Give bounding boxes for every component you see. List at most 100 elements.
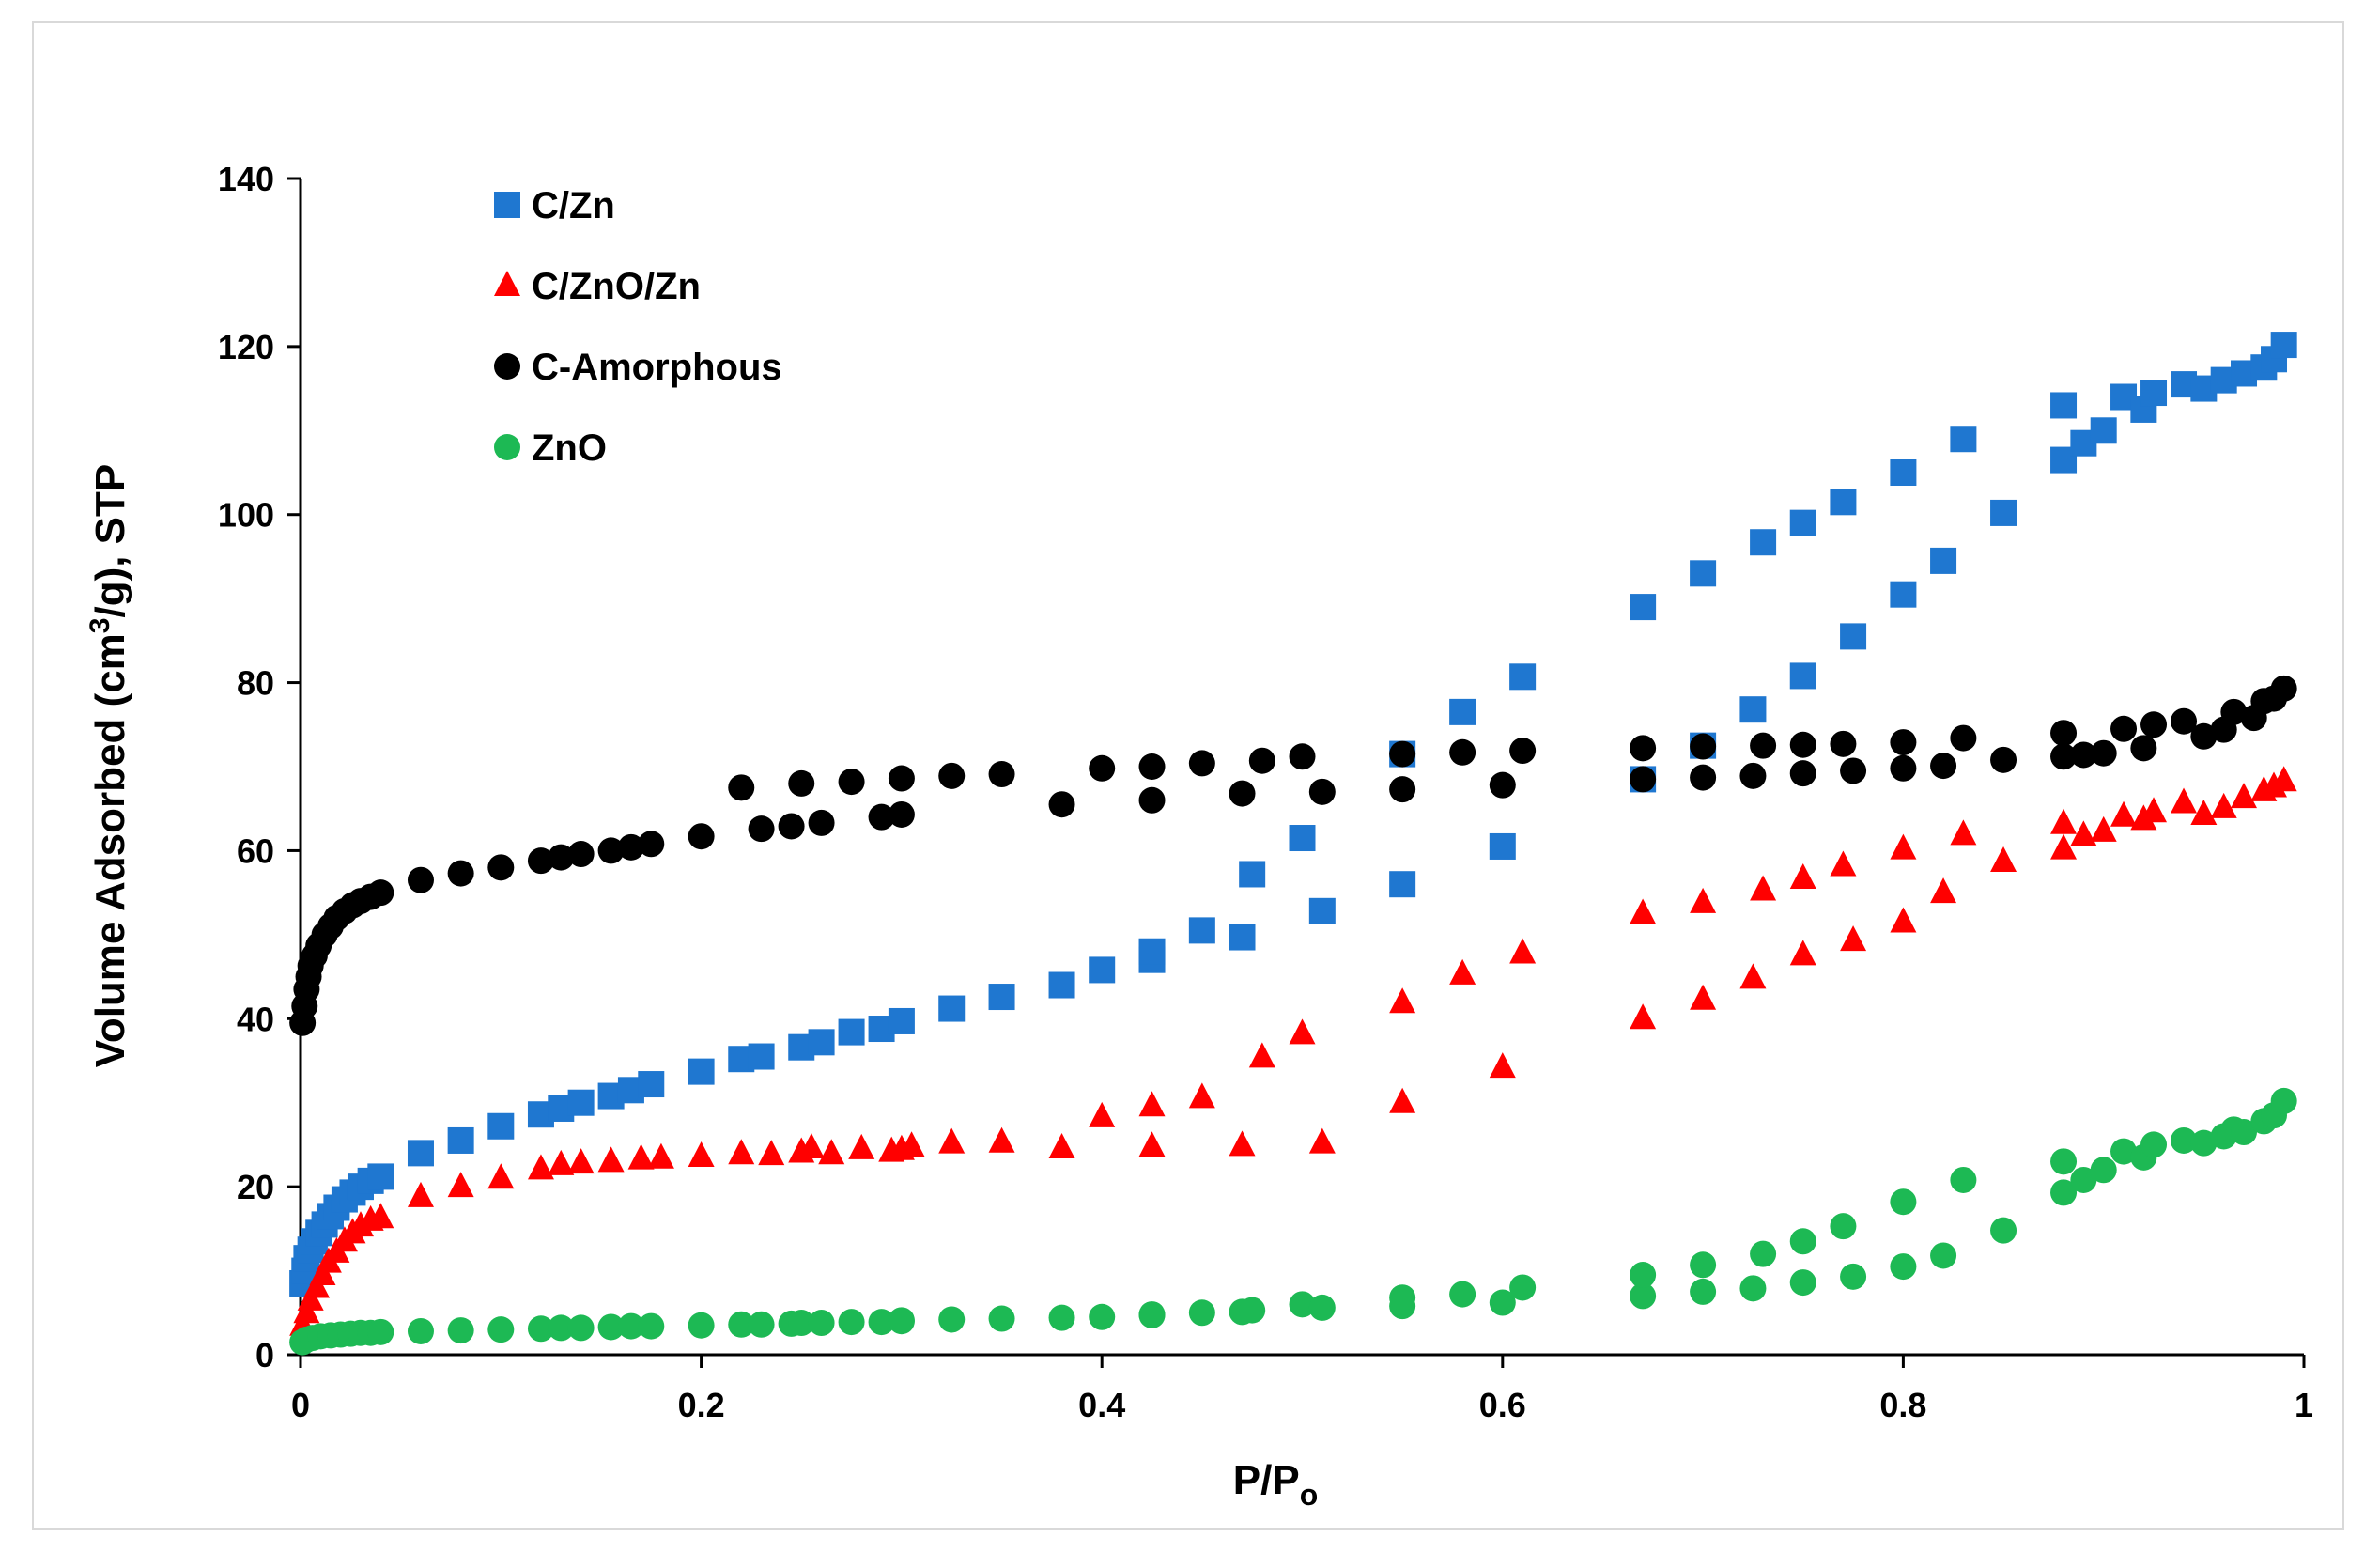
x-tick-label: 0.6 [1479, 1386, 1526, 1424]
data-point-c-amorphous [1188, 750, 1215, 777]
data-point-c-zno-zn [1789, 940, 1816, 966]
data-point-zno [688, 1312, 715, 1339]
series-c-zno-zn [289, 766, 2297, 1336]
legend-marker-c-amorphous [494, 353, 520, 380]
data-point-zno [888, 1307, 915, 1334]
data-point-c-zno-zn [548, 1149, 575, 1175]
legend-marker-c-zn [494, 192, 520, 218]
chart-frame [32, 21, 2344, 1530]
legend-item-c-zno-zn: C/ZnO/Zn [494, 266, 701, 307]
data-marks [289, 332, 2297, 1356]
data-point-c-zn [888, 1007, 915, 1034]
x-tick-label: 0.4 [1078, 1386, 1125, 1424]
data-point-c-amorphous [1789, 760, 1816, 787]
data-point-c-zno-zn [2270, 766, 2297, 792]
data-point-c-zn [838, 1018, 865, 1046]
data-point-c-zno-zn [1509, 938, 1537, 964]
data-point-c-amorphous [1990, 746, 2017, 773]
data-point-zno [2140, 1131, 2168, 1158]
data-point-c-zno-zn [367, 1203, 394, 1229]
data-point-zno [838, 1309, 865, 1336]
data-point-zno [1830, 1213, 1857, 1240]
y-tick-label: 80 [237, 664, 274, 703]
data-point-c-amorphous [888, 765, 915, 792]
data-point-c-zno-zn [1930, 877, 1957, 904]
data-point-c-zn [1509, 663, 1537, 691]
data-point-c-amorphous [2070, 741, 2097, 769]
data-point-c-zno-zn [938, 1127, 966, 1154]
data-point-c-zno-zn [1739, 963, 1767, 989]
data-point-c-zn [938, 995, 966, 1022]
data-point-c-zn [1389, 871, 1416, 898]
data-point-c-amorphous [1690, 764, 1717, 791]
data-point-zno [1048, 1304, 1075, 1331]
data-point-c-amorphous [1289, 743, 1316, 770]
legend-item-c-zn: C/Zn [494, 185, 615, 226]
data-point-zno [2050, 1179, 2078, 1206]
legend-label-c-zn: C/Zn [532, 185, 615, 226]
y-axis-title-superscript: 3 [85, 618, 116, 634]
y-tick-label: 0 [255, 1336, 274, 1374]
data-point-c-zno-zn [1138, 1131, 1166, 1157]
data-point-c-amorphous [527, 847, 554, 875]
data-point-c-zno-zn [1950, 819, 1977, 846]
data-point-c-amorphous [1089, 754, 1116, 782]
data-point-c-amorphous [2270, 675, 2297, 702]
data-point-c-zn [1890, 581, 1917, 608]
legend-label-c-amorphous: C-Amorphous [532, 347, 782, 388]
data-point-c-zn [1930, 547, 1957, 574]
data-point-zno [367, 1318, 394, 1345]
data-point-c-zno-zn [758, 1140, 785, 1166]
data-point-zno [1950, 1166, 1977, 1193]
data-point-c-zno-zn [1990, 846, 2017, 873]
data-point-c-zno-zn [1138, 1091, 1166, 1117]
data-point-zno [1840, 1263, 1867, 1290]
data-point-c-amorphous [1509, 738, 1537, 765]
data-point-c-amorphous [1389, 776, 1416, 803]
data-point-c-amorphous [1739, 762, 1767, 789]
data-point-c-amorphous [1890, 729, 1917, 756]
data-point-zno [1239, 1297, 1266, 1324]
data-point-c-zno-zn [1690, 984, 1717, 1010]
data-point-c-amorphous [788, 769, 815, 797]
data-point-c-zno-zn [1489, 1052, 1516, 1079]
data-point-c-zno-zn [1248, 1042, 1275, 1068]
data-point-c-zno-zn [2090, 815, 2117, 842]
data-point-c-zn [1188, 917, 1215, 944]
x-axis-title-main: P/P [1233, 1457, 1300, 1503]
data-point-c-amorphous [838, 769, 865, 796]
data-point-zno [1890, 1253, 1917, 1281]
data-point-c-amorphous [367, 879, 394, 907]
data-point-c-zno-zn [2050, 808, 2078, 834]
legend-marker-c-zno-zn [494, 271, 520, 296]
data-point-c-zno-zn [1830, 850, 1857, 877]
data-point-c-amorphous [748, 815, 775, 843]
data-point-c-amorphous [2050, 743, 2078, 770]
data-point-c-zn [1308, 897, 1336, 924]
data-point-c-zno-zn [2190, 799, 2218, 825]
data-point-c-zn [748, 1043, 775, 1070]
data-point-c-amorphous [1308, 778, 1336, 805]
data-point-zno [1308, 1294, 1336, 1321]
data-point-c-zno-zn [2171, 787, 2198, 814]
data-point-c-amorphous [888, 800, 915, 828]
data-point-zno [788, 1310, 815, 1337]
data-point-c-amorphous [1138, 753, 1166, 780]
data-point-zno [487, 1316, 515, 1343]
legend-item-c-amorphous: C-Amorphous [494, 347, 782, 388]
data-point-c-zn [407, 1140, 434, 1167]
data-point-c-zno-zn [407, 1181, 434, 1207]
data-point-c-zno-zn [567, 1148, 595, 1174]
data-point-c-zno-zn [1389, 1087, 1416, 1113]
legend-label-c-zno-zn: C/ZnO/Zn [532, 266, 701, 307]
data-point-c-zno-zn [447, 1172, 474, 1198]
data-point-c-amorphous [407, 866, 434, 893]
data-point-c-amorphous [1489, 771, 1516, 799]
data-point-zno [1930, 1242, 1957, 1269]
data-point-c-zn [1890, 459, 1917, 486]
data-point-c-amorphous [808, 809, 835, 836]
data-point-c-zno-zn [2050, 833, 2078, 860]
data-point-c-amorphous [1389, 740, 1416, 768]
data-point-c-amorphous [2090, 739, 2117, 767]
y-tick-label: 20 [237, 1168, 274, 1206]
